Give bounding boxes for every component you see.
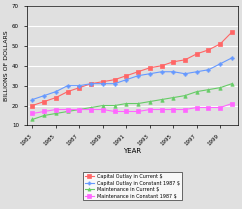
Capital Outlay in Constant 1987 $ [219,62,222,65]
Capital Outlay in Current $ [231,31,234,33]
Maintenance in Current $ [66,110,69,113]
Maintenance in Current $ [195,90,198,93]
Capital Outlay in Current $ [148,66,151,69]
Capital Outlay in Constant 1987 $ [148,73,151,75]
Maintenance in Current $ [219,86,222,89]
Capital Outlay in Current $ [101,80,104,83]
Capital Outlay in Constant 1987 $ [231,57,234,59]
Maintenance in Current $ [184,94,187,97]
Maintenance in Current $ [43,114,46,117]
Maintenance in Current $ [148,100,151,103]
Capital Outlay in Current $ [31,104,34,107]
Line: Maintenance in Constant 1987 $: Maintenance in Constant 1987 $ [31,102,234,115]
Capital Outlay in Constant 1987 $ [78,84,81,87]
Capital Outlay in Current $ [195,53,198,55]
Capital Outlay in Current $ [113,78,116,81]
Capital Outlay in Constant 1987 $ [207,69,210,71]
Maintenance in Current $ [137,102,140,105]
Maintenance in Constant 1987 $ [125,110,128,113]
Maintenance in Current $ [231,82,234,85]
Capital Outlay in Current $ [54,96,57,99]
Maintenance in Current $ [78,108,81,111]
Maintenance in Constant 1987 $ [231,102,234,105]
Maintenance in Constant 1987 $ [113,110,116,113]
Maintenance in Constant 1987 $ [148,108,151,111]
Maintenance in Constant 1987 $ [160,108,163,111]
Capital Outlay in Constant 1987 $ [160,70,163,73]
Maintenance in Constant 1987 $ [195,106,198,109]
Capital Outlay in Current $ [160,65,163,67]
Maintenance in Current $ [160,98,163,101]
Maintenance in Constant 1987 $ [219,106,222,109]
Legend: Capital Outlay in Current $, Capital Outlay in Constant 1987 $, Maintenance in C: Capital Outlay in Current $, Capital Out… [83,172,182,200]
Maintenance in Constant 1987 $ [66,108,69,111]
Y-axis label: BILLIONS OF DOLLARS: BILLIONS OF DOLLARS [4,31,9,101]
Line: Capital Outlay in Current $: Capital Outlay in Current $ [31,30,234,107]
Capital Outlay in Current $ [184,59,187,61]
Capital Outlay in Current $ [219,43,222,45]
Maintenance in Constant 1987 $ [54,108,57,111]
Capital Outlay in Current $ [207,49,210,51]
Maintenance in Constant 1987 $ [137,110,140,113]
Capital Outlay in Constant 1987 $ [195,70,198,73]
Capital Outlay in Current $ [125,74,128,77]
Capital Outlay in Current $ [90,82,93,85]
Capital Outlay in Constant 1987 $ [113,82,116,85]
Maintenance in Current $ [54,112,57,115]
Capital Outlay in Constant 1987 $ [90,82,93,85]
Capital Outlay in Constant 1987 $ [31,98,34,101]
Maintenance in Constant 1987 $ [78,108,81,111]
Capital Outlay in Constant 1987 $ [101,82,104,85]
Capital Outlay in Constant 1987 $ [184,73,187,75]
Maintenance in Current $ [125,102,128,105]
Capital Outlay in Constant 1987 $ [43,94,46,97]
Capital Outlay in Constant 1987 $ [125,78,128,81]
Maintenance in Constant 1987 $ [90,108,93,111]
Line: Capital Outlay in Constant 1987 $: Capital Outlay in Constant 1987 $ [31,56,234,101]
Maintenance in Current $ [31,118,34,121]
Capital Outlay in Current $ [172,61,175,63]
Maintenance in Current $ [101,104,104,107]
Maintenance in Constant 1987 $ [43,110,46,113]
Capital Outlay in Current $ [66,90,69,93]
Maintenance in Constant 1987 $ [207,106,210,109]
Maintenance in Current $ [172,96,175,99]
Line: Maintenance in Current $: Maintenance in Current $ [31,82,234,121]
Capital Outlay in Constant 1987 $ [54,90,57,93]
Maintenance in Constant 1987 $ [31,112,34,115]
Capital Outlay in Current $ [43,100,46,103]
Capital Outlay in Current $ [78,86,81,89]
Maintenance in Constant 1987 $ [184,108,187,111]
Capital Outlay in Constant 1987 $ [137,74,140,77]
Maintenance in Current $ [90,106,93,109]
Maintenance in Constant 1987 $ [172,108,175,111]
Maintenance in Constant 1987 $ [101,108,104,111]
Capital Outlay in Current $ [137,70,140,73]
Maintenance in Current $ [113,104,116,107]
Capital Outlay in Constant 1987 $ [172,70,175,73]
Capital Outlay in Constant 1987 $ [66,84,69,87]
Maintenance in Current $ [207,88,210,91]
X-axis label: YEAR: YEAR [123,148,141,154]
